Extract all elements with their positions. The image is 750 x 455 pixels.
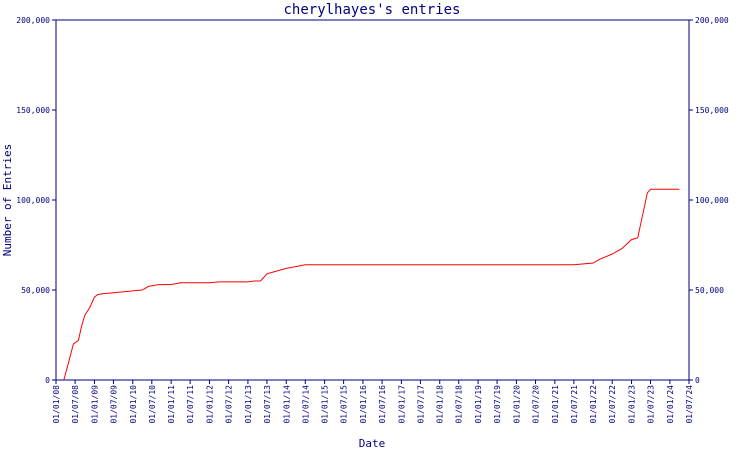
series-line-0: [63, 188, 680, 381]
x-tick-label: 01/07/10: [148, 385, 157, 424]
x-tick-label: 01/01/08: [52, 385, 61, 424]
x-tick-label: 01/07/09: [109, 385, 118, 424]
x-tick-label: 01/07/21: [570, 385, 579, 424]
y-tick-right-label: 150,000: [695, 106, 729, 115]
x-tick-label: 01/07/12: [225, 385, 234, 424]
x-tick-label: 01/07/14: [301, 385, 310, 424]
x-tick-label: 01/07/08: [71, 385, 80, 424]
y-tick-left-label: 50,000: [21, 286, 50, 295]
y-tick-right-label: 50,000: [695, 286, 724, 295]
x-tick-label: 01/01/14: [282, 385, 291, 424]
x-tick-label: 01/07/23: [647, 385, 656, 424]
y-tick-right-label: 200,000: [695, 16, 729, 25]
x-tick-label: 01/07/20: [532, 385, 541, 424]
x-ticks: 01/01/08 01/07/08 01/01/09 01/07/09 01/01/10…: [52, 380, 694, 424]
x-tick-label: 01/07/15: [340, 385, 349, 424]
chart-title: cherylhayes's entries: [283, 2, 460, 18]
y-tick-left-label: 200,000: [16, 16, 50, 25]
x-tick-label: 01/01/21: [551, 385, 560, 424]
x-tick-label: 01/01/18: [436, 385, 445, 424]
plot-frame: [55, 19, 690, 381]
x-tick-label: 01/01/12: [205, 385, 214, 424]
x-tick-label: 01/07/16: [378, 385, 387, 424]
x-axis-title: Date: [359, 437, 386, 450]
y-axis-title: Number of Entries: [1, 144, 14, 257]
x-tick-label: 01/07/13: [263, 385, 272, 424]
x-tick-label: 01/01/10: [129, 385, 138, 424]
x-tick-label: 01/07/17: [416, 385, 425, 424]
x-tick-label: 01/01/17: [397, 385, 406, 424]
x-tick-label: 01/07/24: [685, 385, 694, 424]
y-ticks: 0 0 50,000 50,000 100,000 100,000 150,000 150,0…: [16, 16, 729, 385]
x-tick-label: 01/01/19: [474, 385, 483, 424]
y-tick-left-label: 100,000: [16, 196, 50, 205]
x-tick-label: 01/01/23: [628, 385, 637, 424]
x-tick-label: 01/01/09: [90, 385, 99, 424]
y-tick-left-label: 0: [45, 376, 50, 385]
x-tick-label: 01/01/15: [321, 385, 330, 424]
x-tick-label: 01/01/22: [589, 385, 598, 424]
x-tick-label: 01/01/20: [512, 385, 521, 424]
y-tick-right-label: 100,000: [695, 196, 729, 205]
x-tick-label: 01/07/22: [608, 385, 617, 424]
x-tick-label: 01/07/19: [493, 385, 502, 424]
series-layer: [63, 188, 680, 381]
x-tick-label: 01/01/24: [666, 385, 675, 424]
x-tick-label: 01/01/11: [167, 385, 176, 424]
x-tick-label: 01/07/18: [455, 385, 464, 424]
x-tick-label: 01/01/16: [359, 385, 368, 424]
x-tick-label: 01/07/11: [186, 385, 195, 424]
y-tick-left-label: 150,000: [16, 106, 50, 115]
y-tick-right-label: 0: [695, 376, 700, 385]
x-tick-label: 01/01/13: [244, 385, 253, 424]
